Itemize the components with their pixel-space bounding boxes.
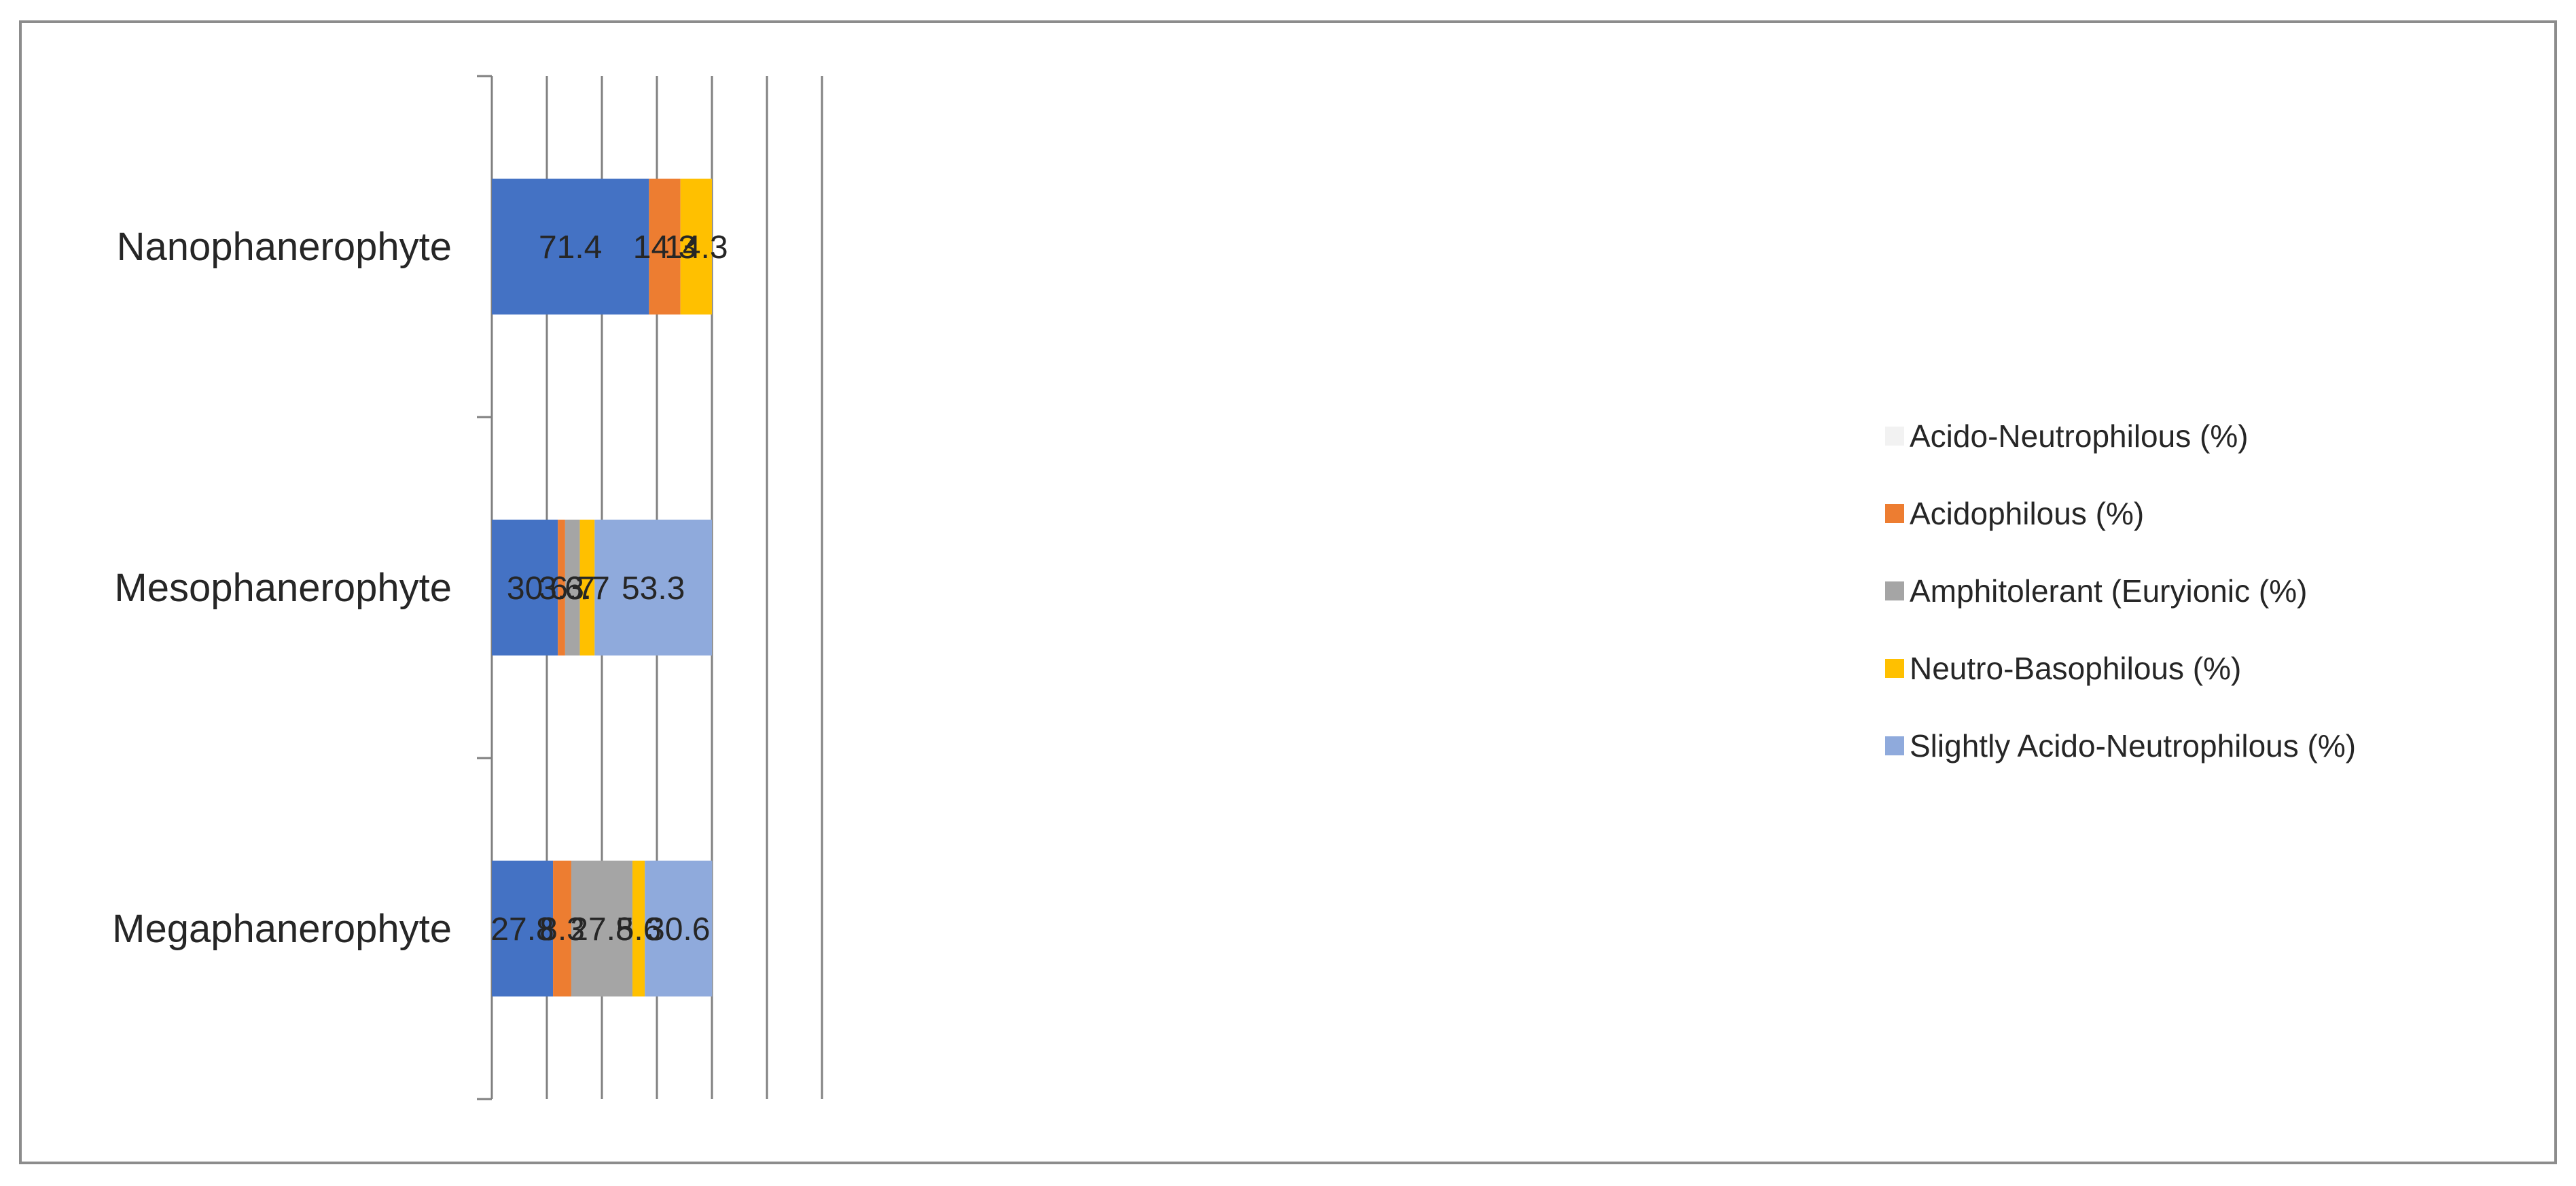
legend-swatch-slightly-acido-neutrophilous — [1885, 736, 1904, 755]
data-label-nanophanerophyte-series-1: 14.3 — [633, 230, 696, 266]
bar-megaphanerophyte-series-1 — [553, 861, 571, 996]
legend-swatch-acidophilous — [1885, 504, 1904, 523]
legend: Acido-Neutrophilous (%) Acidophilous (%) A… — [1885, 418, 2356, 763]
data-label-megaphanerophyte-series-0: 27.8 — [490, 912, 554, 948]
bar-megaphanerophyte-series-3 — [632, 861, 645, 996]
category-labels: Megaphanerophyte Mesophanerophyte Nanophan… — [112, 225, 452, 951]
data-label-nanophanerophyte-series-3: 14.3 — [664, 230, 728, 266]
data-label-mesophanerophyte-series-0: 30 — [507, 571, 543, 607]
bar-mesophanerophyte-series-4 — [594, 520, 712, 655]
bar-nanophanerophyte-series-0 — [492, 179, 649, 315]
bar-mesophanerophyte-series-1 — [558, 520, 565, 655]
category-label-nanophanerophyte: Nanophanerophyte — [117, 225, 452, 269]
legend-swatch-acido-neutrophilous — [1885, 427, 1904, 446]
legend-label-amphitolerant-euryionic: Amphitolerant (Euryionic (%) — [1910, 573, 2307, 609]
bar-megaphanerophyte-series-0 — [492, 861, 554, 996]
bar-megaphanerophyte-series-2 — [571, 861, 633, 996]
data-label-megaphanerophyte-series-1: 8.3 — [539, 912, 585, 948]
bar-nanophanerophyte-series-3 — [680, 179, 712, 315]
data-label-nanophanerophyte-series-0: 71.4 — [539, 230, 602, 266]
bar-mesophanerophyte-series-0 — [492, 520, 558, 655]
bar-nanophanerophyte-series-1 — [649, 179, 681, 315]
legend-label-acido-neutrophilous: Acido-Neutrophilous (%) — [1910, 418, 2249, 454]
chart-border — [19, 20, 2557, 1164]
legend-label-slightly-acido-neutrophilous: Slightly Acido-Neutrophilous (%) — [1910, 728, 2356, 763]
legend-swatch-amphitolerant-euryionic — [1885, 581, 1904, 600]
bars — [492, 179, 713, 996]
legend-swatch-neutro-basophilous — [1885, 659, 1904, 678]
bar-mesophanerophyte-series-2 — [565, 520, 580, 655]
data-label-mesophanerophyte-series-4: 53.3 — [622, 571, 685, 607]
data-label-mesophanerophyte-series-2: 6.7 — [550, 571, 595, 607]
data-label-mesophanerophyte-series-3: 6.7 — [565, 571, 610, 607]
data-label-megaphanerophyte-series-3: 5.6 — [616, 912, 662, 948]
legend-label-acidophilous: Acidophilous (%) — [1910, 496, 2144, 531]
category-label-megaphanerophyte: Megaphanerophyte — [112, 907, 452, 951]
data-label-megaphanerophyte-series-2: 27.8 — [570, 912, 633, 948]
bar-megaphanerophyte-series-4 — [645, 861, 713, 996]
bar-mesophanerophyte-series-3 — [579, 520, 595, 655]
data-label-megaphanerophyte-series-4: 30.6 — [647, 912, 710, 948]
data-label-mesophanerophyte-series-1: 3.3 — [539, 571, 584, 607]
legend-label-neutro-basophilous: Neutro-Basophilous (%) — [1910, 651, 2241, 686]
category-label-mesophanerophyte: Mesophanerophyte — [114, 566, 452, 610]
